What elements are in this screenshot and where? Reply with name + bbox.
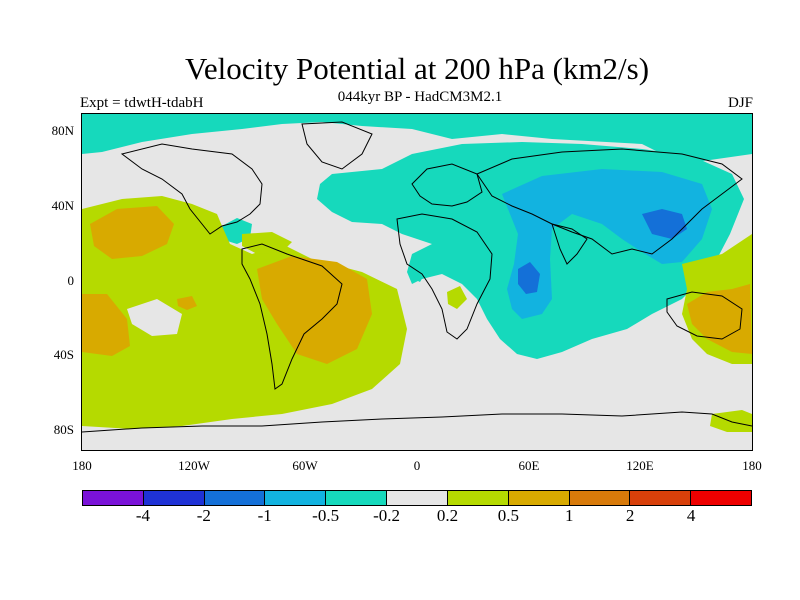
coast-greenland bbox=[301, 121, 373, 170]
coast-africa bbox=[396, 213, 493, 340]
colorbar-segment bbox=[569, 491, 631, 505]
positive-region-southern-tip bbox=[710, 410, 752, 432]
colorbar-segment bbox=[143, 491, 205, 505]
experiment-label: Expt = tdwtH-tdabH bbox=[80, 95, 204, 111]
colorbar-segment bbox=[265, 491, 327, 505]
lon-label-60w: 60W bbox=[292, 458, 318, 473]
map-title: Velocity Potential at 200 hPa (km2/s) bbox=[184, 51, 650, 86]
colorbar-segment bbox=[630, 491, 692, 505]
negative-region-south-atlantic-patch bbox=[412, 260, 427, 282]
colorbar-segment bbox=[508, 491, 570, 505]
colorbar-segment bbox=[691, 491, 751, 505]
colorbar-tick-label: 0.5 bbox=[497, 506, 519, 525]
lat-label-80s: 80S bbox=[53, 422, 74, 437]
coast-asia bbox=[476, 148, 743, 255]
coast-north-america bbox=[120, 143, 263, 235]
coast-india bbox=[551, 223, 588, 265]
colorbar-tick-label: 1 bbox=[565, 506, 574, 525]
colorbar-tick-label: -0.2 bbox=[373, 506, 400, 525]
lon-label-0: 0 bbox=[413, 458, 421, 473]
colorbar-tick-label: 0.2 bbox=[436, 506, 459, 525]
lat-label-0: 0 bbox=[67, 273, 75, 288]
positive-region-west-africa-patch bbox=[447, 286, 467, 309]
colorbar-segment bbox=[387, 491, 448, 505]
colorbar-segment bbox=[447, 491, 509, 505]
colorbar-segment bbox=[326, 491, 388, 505]
colorbar-segment bbox=[83, 491, 144, 505]
min-region-indian-ocean bbox=[518, 262, 540, 294]
positive-region-pacific-south-america bbox=[82, 196, 407, 429]
colorbar-tick-label: -4 bbox=[135, 506, 150, 525]
coast-australia bbox=[666, 291, 743, 340]
max-region-eastern-pacific bbox=[90, 206, 174, 259]
colorbar-segment bbox=[204, 491, 266, 505]
lat-label-80n: 80N bbox=[51, 123, 74, 138]
neutral-hole-south-pacific bbox=[127, 299, 182, 336]
coast-antarctica bbox=[82, 411, 752, 433]
max-region-australia bbox=[687, 284, 752, 354]
lon-label-180w: 180 bbox=[72, 458, 92, 473]
lon-label-180e: 180 bbox=[742, 458, 762, 473]
lat-label-40s: 40S bbox=[53, 347, 74, 362]
colorbar-tick-label: -1 bbox=[257, 506, 272, 525]
max-region-south-america bbox=[257, 256, 372, 364]
coastlines bbox=[82, 121, 752, 433]
season-label: DJF bbox=[727, 95, 753, 111]
positive-region-tropical-atlantic bbox=[242, 232, 292, 254]
colorbar-tick-label: -2 bbox=[196, 506, 211, 525]
max-region-south-pacific bbox=[82, 294, 130, 356]
colorbar-tick-label: 4 bbox=[686, 506, 696, 525]
negative-region-east-asia bbox=[502, 169, 712, 319]
map-plot-area bbox=[81, 113, 753, 451]
colorbar-tick-label: -0.5 bbox=[312, 506, 340, 525]
lon-label-120e: 120E bbox=[626, 458, 654, 473]
coast-europe bbox=[411, 163, 483, 207]
colorbar bbox=[82, 490, 752, 506]
min-region-western-pacific bbox=[642, 209, 687, 239]
lat-label-40n: 40N bbox=[51, 198, 74, 213]
max-region-south-pacific-small bbox=[177, 296, 197, 310]
negative-region-arctic bbox=[82, 114, 752, 164]
coast-south-america bbox=[241, 243, 343, 390]
map-subtitle: 044kyr BP - HadCM3M2.1 bbox=[337, 89, 503, 105]
lon-label-120w: 120W bbox=[178, 458, 210, 473]
lon-label-60e: 60E bbox=[518, 458, 540, 473]
velocity-potential-map bbox=[82, 114, 752, 450]
colorbar-tick-label: 2 bbox=[625, 506, 635, 525]
